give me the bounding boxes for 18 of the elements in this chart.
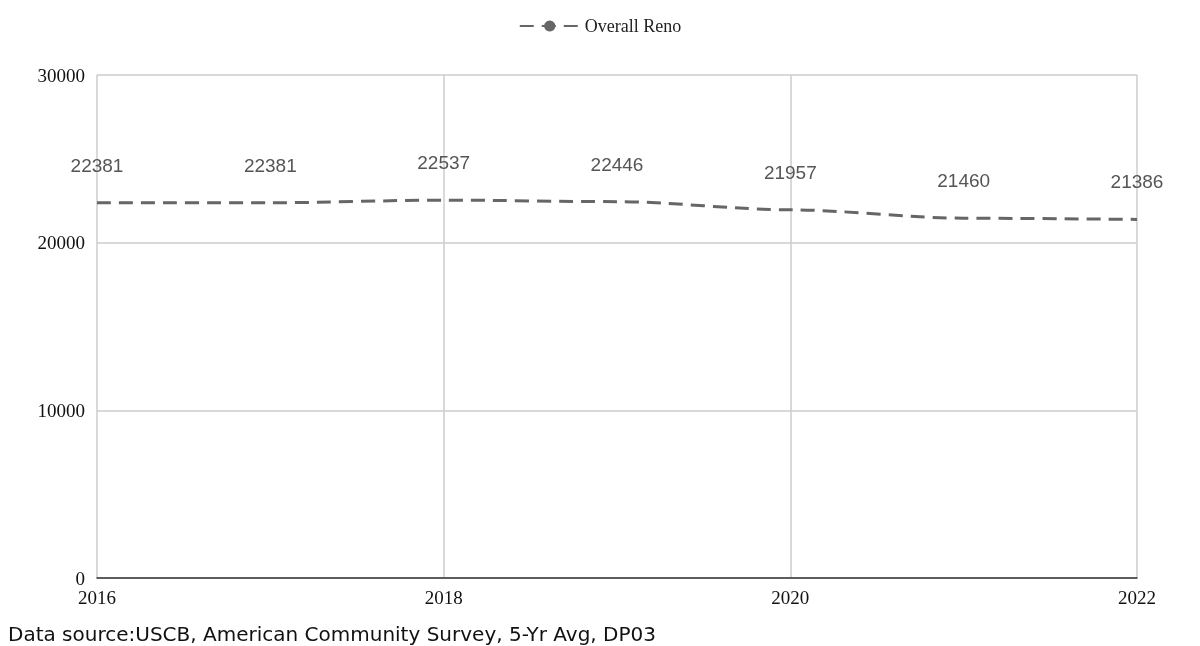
x-tick-label: 2018 xyxy=(424,587,463,608)
line-series xyxy=(95,198,1139,221)
legend-label: Overall Reno xyxy=(584,16,682,36)
y-tick-label: 20000 xyxy=(37,232,85,254)
data-label: 21460 xyxy=(937,170,991,192)
x-tick-label: 2016 xyxy=(78,587,116,608)
y-tick-label: 10000 xyxy=(37,399,85,421)
data-label: 22537 xyxy=(417,152,471,174)
y-tick-label: 0 xyxy=(75,567,85,589)
data-label: 22446 xyxy=(590,153,644,175)
data-label: 22381 xyxy=(70,154,124,176)
x-tick-label: 2020 xyxy=(771,587,810,608)
data-label: 22381 xyxy=(243,154,297,176)
x-tick-label: 2022 xyxy=(1118,587,1156,608)
source-note: Data source:USCB, American Community Survey, 5-Yr Avg, DP03 xyxy=(8,622,656,646)
data-label: 21386 xyxy=(1110,171,1164,193)
data-label: 21957 xyxy=(763,161,817,183)
y-tick-label: 30000 xyxy=(37,64,85,86)
